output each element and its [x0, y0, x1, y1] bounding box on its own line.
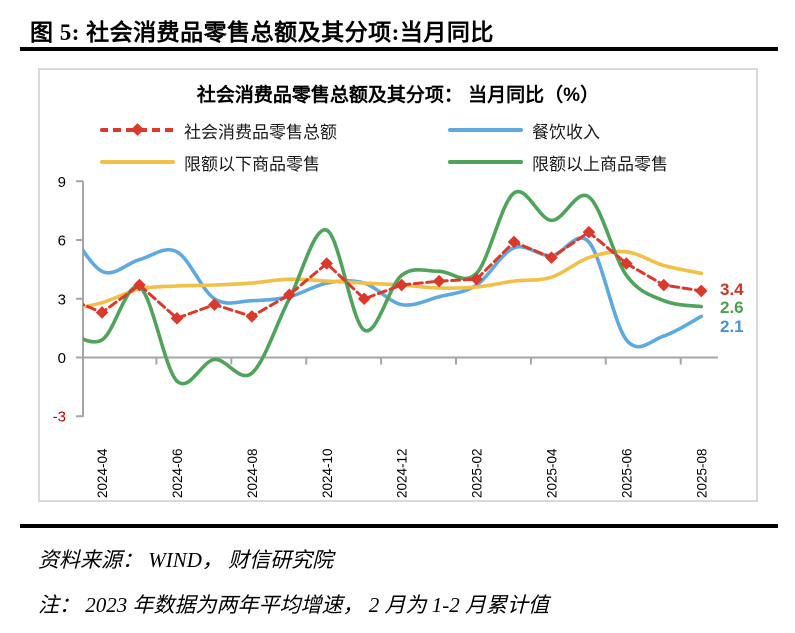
legend-label: 餐饮收入 [532, 122, 600, 142]
title-underline [20, 47, 778, 51]
legend-swatch-line [448, 160, 523, 164]
legend-item-below-quota: 限额以下商品零售 [100, 153, 320, 174]
legend-item-above-quota: 限额以上商品零售 [448, 153, 668, 174]
end-value-label-catering: 2.1 [720, 317, 744, 336]
footer-divider [20, 524, 778, 528]
legend-label: 限额以下商品零售 [184, 154, 320, 174]
legend-swatch-line [448, 128, 523, 132]
end-value-label-above-quota: 2.6 [720, 298, 744, 317]
source-note: 资料来源： WIND， 财信研究院 [38, 548, 334, 572]
data-note: 注： 2023 年数据为两年平均增速， 2 月为 1-2 月累计值 [38, 593, 549, 617]
legend-label: 限额以上商品零售 [532, 154, 668, 174]
figure-title: 图 5: 社会消费品零售总额及其分项:当月同比 [30, 20, 494, 45]
legend-swatch-dashed-line [100, 123, 175, 136]
end-value-label-total: 3.4 [720, 280, 744, 299]
legend-item-catering: 餐饮收入 [448, 121, 600, 142]
legend-label: 社会消费品零售总额 [184, 122, 337, 142]
legend-item-total: 社会消费品零售总额 [100, 121, 337, 142]
diamond-marker-icon [131, 123, 144, 136]
chart-title: 社会消费品零售总额及其分项： 当月同比（%） [196, 85, 600, 106]
legend-swatch-line [100, 160, 175, 164]
